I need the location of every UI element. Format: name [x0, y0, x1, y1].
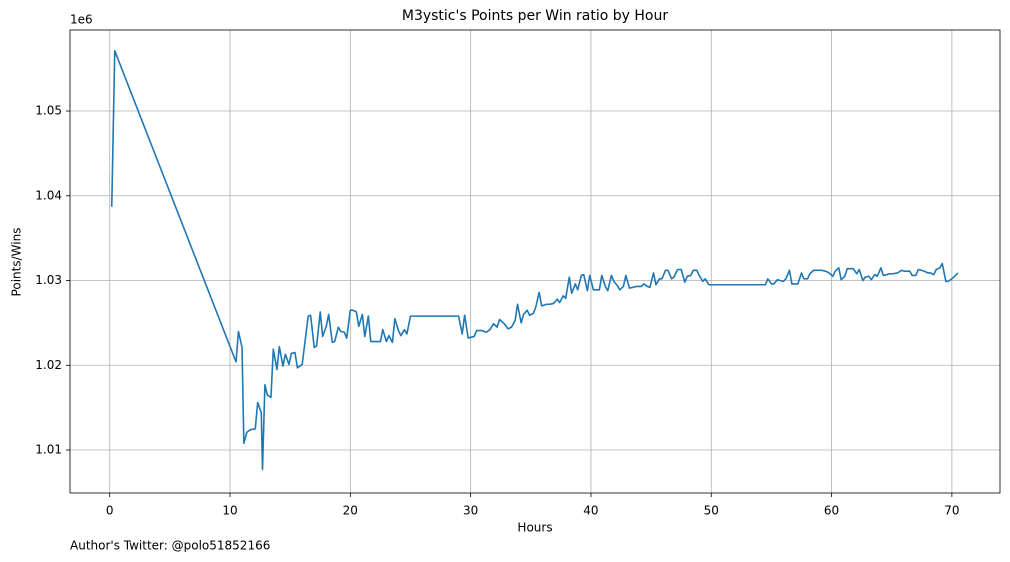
- x-axis-label: Hours: [517, 521, 552, 535]
- x-tick-label: 40: [583, 504, 598, 518]
- footer: Author's Twitter: @polo51852166: [70, 539, 270, 553]
- x-tick-label: 50: [704, 504, 719, 518]
- x-tick-label: 0: [106, 504, 114, 518]
- x-tick-label: 10: [222, 504, 237, 518]
- x-tick-label: 20: [343, 504, 358, 518]
- y-tick-label: 1.02: [35, 358, 62, 372]
- plot-frame: [69, 29, 1001, 494]
- y-tick-label: 1.05: [35, 104, 62, 118]
- y-axis-label: Points/Wins: [10, 228, 24, 297]
- chart-title: M3ystic's Points per Win ratio by Hour: [402, 8, 669, 24]
- y-offset-label: 1e6: [70, 13, 93, 27]
- data-line: [110, 50, 959, 471]
- y-tick-label: 1.04: [35, 188, 62, 202]
- y-tick-label: 1.01: [35, 443, 62, 457]
- x-tick-label: 70: [944, 504, 959, 518]
- x-tick-label: 60: [824, 504, 839, 518]
- x-tick-label: 30: [463, 504, 478, 518]
- y-tick-label: 1.03: [35, 273, 62, 287]
